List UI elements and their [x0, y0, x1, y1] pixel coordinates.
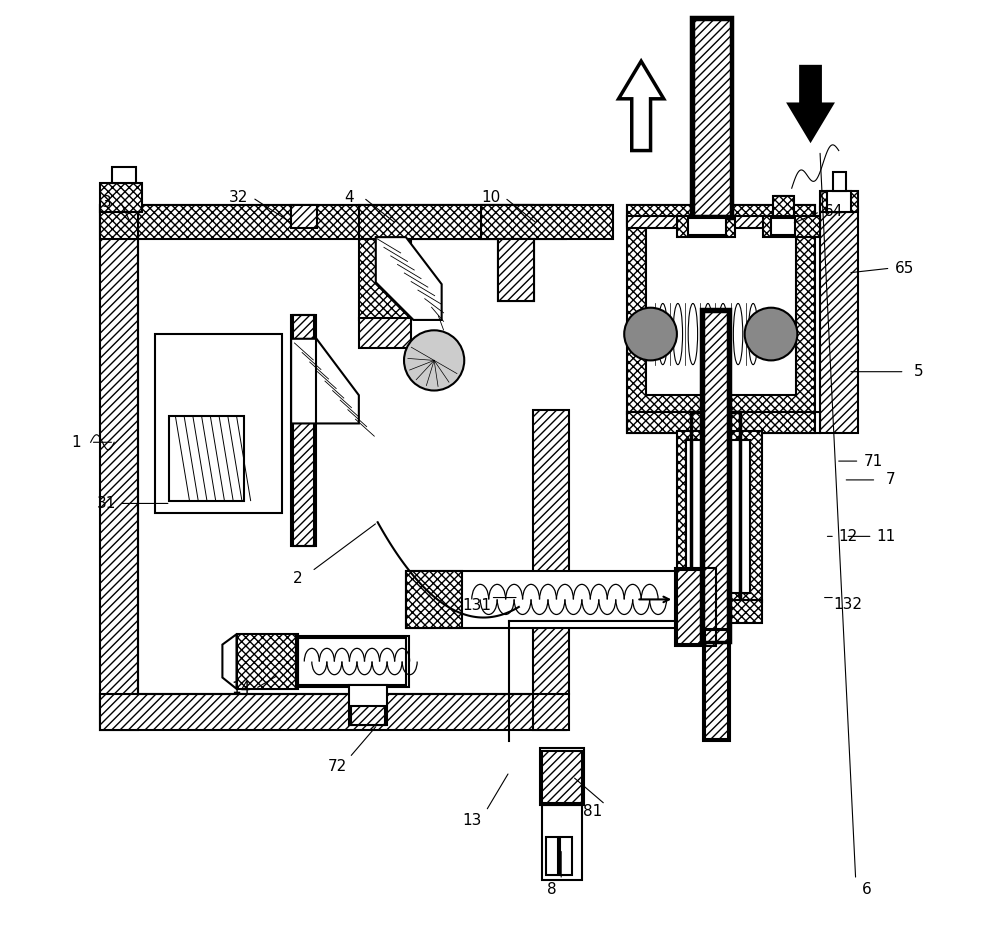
Text: 13: 13	[462, 813, 481, 828]
Bar	[533, 410, 569, 730]
Bar	[627, 205, 815, 414]
Bar	[820, 207, 858, 433]
Bar	[481, 205, 613, 239]
Bar	[771, 218, 795, 235]
Bar	[293, 315, 314, 546]
Bar	[359, 205, 533, 239]
Bar	[359, 239, 411, 320]
Bar	[169, 416, 244, 501]
Bar	[677, 216, 735, 237]
Bar	[406, 571, 681, 628]
Bar	[296, 636, 409, 687]
Polygon shape	[291, 339, 359, 423]
Bar	[100, 694, 566, 730]
Bar	[100, 205, 566, 239]
Bar	[542, 751, 582, 803]
Bar	[693, 19, 731, 216]
Bar	[291, 315, 316, 546]
Bar	[498, 239, 534, 301]
Text: 132: 132	[834, 597, 863, 612]
Circle shape	[745, 308, 797, 360]
Text: 14: 14	[232, 681, 251, 696]
Text: 3: 3	[102, 195, 112, 210]
Bar	[677, 431, 762, 602]
Ellipse shape	[733, 303, 743, 364]
Bar	[546, 837, 558, 875]
Text: 32: 32	[229, 190, 248, 205]
Bar	[542, 805, 582, 880]
Bar	[560, 837, 572, 875]
Bar	[155, 334, 282, 513]
Text: 81: 81	[583, 804, 602, 819]
Text: 10: 10	[481, 190, 500, 205]
Text: 2: 2	[293, 571, 302, 586]
Circle shape	[624, 308, 677, 360]
Bar	[833, 172, 846, 191]
Bar	[498, 239, 534, 301]
Bar	[820, 191, 858, 212]
FancyArrow shape	[619, 61, 664, 151]
Bar	[359, 318, 411, 348]
Text: 4: 4	[345, 190, 354, 205]
Ellipse shape	[718, 303, 728, 364]
Text: 5: 5	[914, 364, 924, 379]
Bar	[701, 309, 730, 642]
Text: 65: 65	[895, 261, 914, 276]
Bar	[677, 600, 762, 623]
Bar	[112, 167, 136, 183]
Text: 11: 11	[876, 529, 895, 544]
Text: 72: 72	[328, 759, 347, 774]
Bar	[646, 224, 796, 395]
Text: 7: 7	[886, 472, 895, 487]
Bar	[298, 638, 406, 685]
Bar	[773, 196, 794, 216]
Bar	[349, 685, 387, 725]
Text: 131: 131	[462, 598, 491, 613]
Bar	[705, 630, 728, 739]
Ellipse shape	[658, 303, 667, 364]
Ellipse shape	[673, 303, 683, 364]
Polygon shape	[222, 634, 237, 689]
Bar	[627, 412, 815, 433]
Bar	[237, 634, 298, 689]
Bar	[540, 748, 584, 805]
Bar	[686, 440, 750, 593]
Bar	[627, 412, 820, 433]
Bar	[100, 183, 142, 212]
Bar	[675, 568, 716, 646]
Text: 31: 31	[97, 496, 116, 511]
Bar	[691, 412, 740, 616]
Text: 71: 71	[864, 454, 883, 469]
Text: 64: 64	[824, 204, 844, 219]
Bar	[351, 706, 385, 725]
Bar	[688, 218, 726, 235]
Text: 8: 8	[547, 882, 557, 897]
FancyArrow shape	[788, 66, 833, 141]
Bar	[406, 571, 462, 628]
Bar	[827, 191, 851, 212]
Ellipse shape	[688, 303, 698, 364]
Circle shape	[404, 330, 464, 391]
Bar	[703, 629, 730, 741]
Bar	[627, 205, 815, 226]
Bar	[763, 216, 820, 237]
Bar	[677, 570, 715, 644]
Text: 1: 1	[72, 435, 81, 450]
Text: 12: 12	[839, 529, 858, 544]
Ellipse shape	[703, 303, 713, 364]
Polygon shape	[376, 237, 442, 320]
Bar	[703, 311, 728, 640]
Ellipse shape	[748, 303, 758, 364]
Text: 6: 6	[862, 882, 872, 897]
Bar	[291, 205, 317, 228]
Bar	[775, 196, 792, 216]
Bar	[691, 17, 732, 218]
Bar	[100, 205, 138, 730]
Bar	[627, 216, 820, 228]
